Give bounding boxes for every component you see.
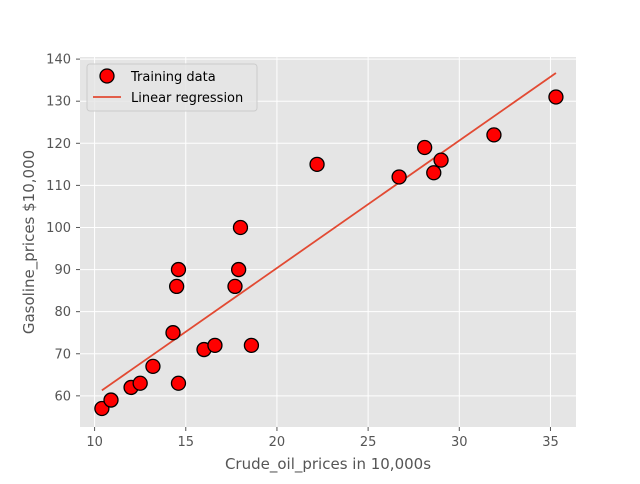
y-tick-label: 80 <box>54 305 71 320</box>
training-data-point <box>227 278 243 295</box>
training-data-point <box>170 375 187 391</box>
training-data-point <box>426 165 442 181</box>
training-data-point <box>170 261 187 278</box>
x-axis-label: Crude_oil_prices in 10,000s <box>225 455 431 474</box>
x-tick-label: 15 <box>177 435 194 450</box>
legend-label-training-data: Training data <box>130 70 216 85</box>
training-data-point <box>145 358 161 375</box>
legend-box <box>86 63 258 112</box>
training-data-point <box>548 89 564 105</box>
grid-lines <box>80 57 576 427</box>
training-points-layer <box>94 89 564 417</box>
training-data-point <box>168 278 185 295</box>
x-tick-label: 10 <box>86 435 103 450</box>
training-data-point <box>309 156 325 172</box>
x-tick-label: 25 <box>360 435 377 450</box>
training-data-point <box>416 139 433 156</box>
y-axis-label: Gasoline_prices $10,000 <box>20 150 39 334</box>
training-data-point <box>243 337 260 353</box>
axis-ticks: 10 15 20 25 30 35 60 70 80 90 100 110 120 130 140 <box>46 53 559 450</box>
y-tick-label: 70 <box>54 347 71 362</box>
x-tick-label: 35 <box>542 435 559 450</box>
training-data-point <box>433 152 449 168</box>
y-tick-label: 90 <box>54 263 71 278</box>
training-data-point <box>230 261 247 278</box>
legend: Training data Linear regression <box>86 63 258 112</box>
plot-background <box>80 57 576 427</box>
training-data-point <box>103 392 119 408</box>
training-data-point <box>391 169 407 185</box>
y-tick-label: 110 <box>46 179 71 194</box>
y-tick-label: 120 <box>46 137 71 152</box>
legend-label-linear-regression: Linear regression <box>131 91 243 106</box>
training-data-point <box>165 325 181 341</box>
training-data-point <box>207 337 223 353</box>
training-data-point <box>132 375 148 391</box>
y-tick-label: 60 <box>54 389 71 404</box>
x-tick-label: 20 <box>269 435 286 450</box>
y-tick-label: 100 <box>46 221 71 236</box>
y-tick-label: 130 <box>46 95 71 110</box>
y-tick-label: 140 <box>46 53 71 68</box>
training-data-point <box>232 219 249 236</box>
training-data-point <box>486 127 502 143</box>
legend-marker-training-data <box>99 68 115 84</box>
x-tick-label: 30 <box>451 435 468 450</box>
